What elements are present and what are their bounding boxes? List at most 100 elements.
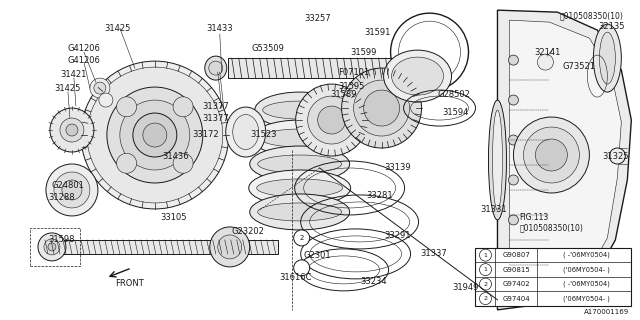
Text: G24801: G24801 (51, 181, 84, 190)
Circle shape (107, 87, 203, 183)
Text: A170001169: A170001169 (584, 309, 629, 315)
Polygon shape (497, 10, 631, 310)
Text: 31337: 31337 (420, 249, 447, 259)
Text: 33291: 33291 (385, 231, 411, 240)
Text: 31421: 31421 (61, 69, 87, 79)
Text: G41206: G41206 (67, 56, 100, 65)
Text: G2301: G2301 (304, 252, 332, 260)
Text: G90807: G90807 (502, 252, 531, 258)
Ellipse shape (488, 100, 506, 220)
Circle shape (508, 175, 518, 185)
Text: 31425: 31425 (55, 84, 81, 92)
Text: FRONT: FRONT (115, 279, 144, 288)
Text: 31436: 31436 (163, 151, 189, 161)
Circle shape (116, 153, 136, 173)
Text: 31591: 31591 (364, 28, 391, 36)
Circle shape (66, 124, 78, 136)
Text: 32141: 32141 (534, 48, 561, 57)
Circle shape (87, 67, 223, 203)
Text: ('06MY0504- ): ('06MY0504- ) (563, 266, 610, 273)
Text: 1: 1 (484, 253, 488, 258)
Circle shape (54, 172, 90, 208)
Bar (42, 240, 278, 254)
Circle shape (294, 230, 310, 246)
Circle shape (508, 255, 518, 265)
Ellipse shape (258, 203, 342, 221)
Ellipse shape (226, 107, 266, 157)
Circle shape (294, 260, 310, 276)
Circle shape (479, 249, 492, 261)
Ellipse shape (258, 155, 342, 173)
Circle shape (524, 127, 579, 183)
Text: G28502: G28502 (437, 90, 470, 99)
Circle shape (609, 148, 625, 164)
Bar (476, 248, 631, 306)
Ellipse shape (260, 129, 340, 147)
Circle shape (536, 139, 568, 171)
Text: 31288: 31288 (49, 194, 76, 203)
Bar (228, 58, 392, 78)
Ellipse shape (383, 50, 452, 102)
Text: 31433: 31433 (207, 24, 233, 33)
Text: 33257: 33257 (305, 14, 331, 23)
Text: G53509: G53509 (252, 44, 284, 52)
Text: Ⓑ010508350(10): Ⓑ010508350(10) (520, 223, 583, 232)
Text: ( -'06MY0504): ( -'06MY0504) (563, 281, 610, 287)
Text: 33139: 33139 (384, 164, 411, 172)
Text: 31599: 31599 (351, 48, 377, 57)
Ellipse shape (257, 179, 342, 197)
Circle shape (479, 292, 492, 305)
Circle shape (317, 106, 346, 134)
Ellipse shape (252, 120, 348, 156)
Text: 31377: 31377 (202, 101, 229, 110)
Ellipse shape (233, 115, 259, 149)
Circle shape (99, 93, 113, 107)
Circle shape (62, 180, 82, 200)
Text: G97402: G97402 (502, 281, 531, 287)
Text: 31595: 31595 (339, 82, 365, 91)
Ellipse shape (249, 170, 351, 206)
Circle shape (354, 80, 410, 136)
Ellipse shape (209, 61, 223, 75)
Circle shape (479, 264, 492, 276)
Circle shape (342, 68, 422, 148)
Text: F07101: F07101 (338, 68, 369, 76)
Circle shape (508, 55, 518, 65)
Text: 2: 2 (483, 296, 488, 301)
Text: 1: 1 (484, 267, 488, 272)
Ellipse shape (250, 194, 349, 230)
Text: ( -'06MY0504): ( -'06MY0504) (563, 252, 610, 258)
Circle shape (81, 61, 228, 209)
Circle shape (120, 100, 190, 170)
Circle shape (94, 82, 106, 94)
Text: FIG.113: FIG.113 (520, 213, 548, 222)
Text: 31325: 31325 (602, 151, 628, 161)
Text: 33172: 33172 (193, 130, 219, 139)
Text: G97404: G97404 (502, 296, 531, 302)
Text: 31425: 31425 (105, 24, 131, 33)
Text: Ⓑ010508350(10): Ⓑ010508350(10) (559, 12, 623, 21)
Text: 33281: 33281 (366, 191, 393, 200)
Ellipse shape (205, 56, 227, 80)
Circle shape (508, 95, 518, 105)
Text: G90815: G90815 (502, 267, 531, 273)
Circle shape (173, 97, 193, 117)
Text: ('06MY0504- ): ('06MY0504- ) (563, 295, 610, 302)
Circle shape (308, 96, 356, 144)
Text: 32135: 32135 (598, 22, 625, 31)
Circle shape (46, 164, 98, 216)
Ellipse shape (593, 24, 621, 92)
Ellipse shape (263, 101, 337, 119)
Polygon shape (509, 20, 621, 300)
Circle shape (210, 227, 250, 267)
Bar (30, 228, 80, 266)
Circle shape (513, 117, 589, 193)
Circle shape (44, 239, 60, 255)
Circle shape (538, 54, 554, 70)
Circle shape (50, 108, 94, 152)
Text: 31589: 31589 (330, 90, 357, 99)
Circle shape (116, 97, 136, 117)
Ellipse shape (493, 110, 502, 210)
Circle shape (48, 243, 56, 251)
Text: 31377: 31377 (202, 114, 229, 123)
